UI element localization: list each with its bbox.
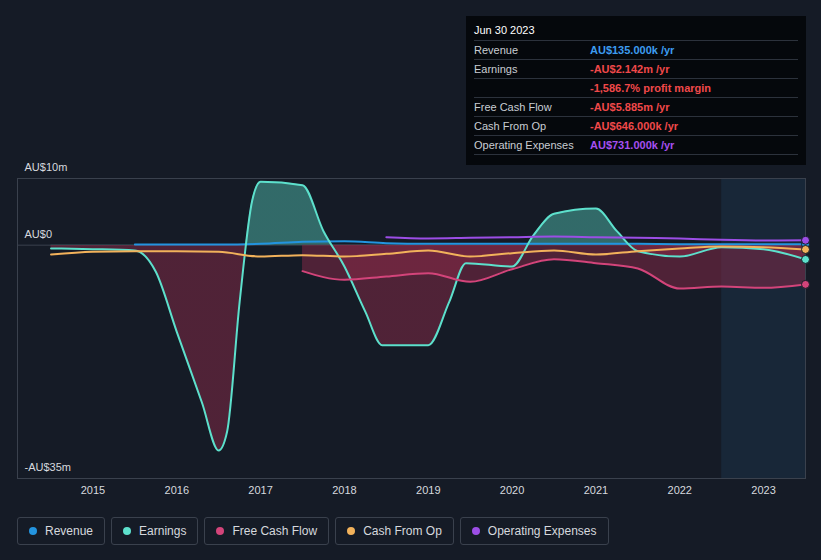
html-text:-AU$5.885m /yr: -AU$5.885m /yr (590, 101, 670, 113)
svg-text:2018: 2018 (332, 484, 356, 496)
html-text:-1,586.7% profit margin: -1,586.7% profit margin (590, 82, 711, 94)
html-text:Cash From Op: Cash From Op (363, 524, 442, 538)
html-text:Earnings: Earnings (139, 524, 187, 538)
svg-text:2017: 2017 (248, 484, 272, 496)
html-text:Operating Expenses: Operating Expenses (474, 139, 574, 151)
html-text:Jun 30 2023: Jun 30 2023 (474, 24, 535, 36)
html-text:Operating Expenses: Operating Expenses (487, 524, 597, 538)
svg-text:2016: 2016 (165, 484, 189, 496)
html-text:AU$135.000k /yr: AU$135.000k /yr (590, 44, 675, 56)
html-text:AU$731.000k /yr: AU$731.000k /yr (590, 139, 675, 151)
svg-text:AU$10m: AU$10m (25, 161, 68, 173)
svg-text:2022: 2022 (668, 484, 692, 496)
svg-text:AU$0: AU$0 (25, 228, 53, 240)
svg-text:2020: 2020 (500, 484, 524, 496)
svg-text:-AU$35m: -AU$35m (25, 461, 71, 473)
html-text:Free Cash Flow: Free Cash Flow (474, 101, 552, 113)
svg-text:2015: 2015 (81, 484, 105, 496)
svg-text:2019: 2019 (416, 484, 440, 496)
html-text:Cash From Op: Cash From Op (474, 120, 547, 132)
svg-text:2021: 2021 (584, 484, 608, 496)
html-text:Revenue: Revenue (474, 44, 518, 56)
html-text:Free Cash Flow: Free Cash Flow (232, 524, 318, 538)
html-text:-AU$646.000k /yr: -AU$646.000k /yr (590, 120, 679, 132)
svg-text:2023: 2023 (751, 484, 775, 496)
html-text:-AU$2.142m /yr: -AU$2.142m /yr (590, 63, 670, 75)
html-text:Earnings: Earnings (474, 63, 518, 75)
html-text:Revenue: Revenue (45, 524, 93, 538)
